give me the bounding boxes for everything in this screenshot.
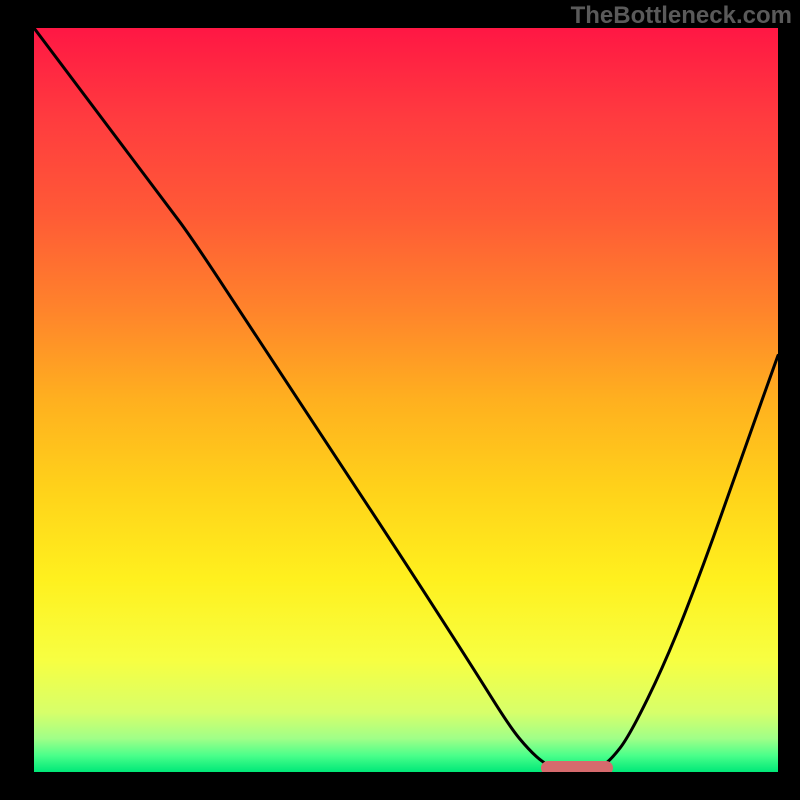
chart-container: { "watermark": { "text": "TheBottleneck.…	[0, 0, 800, 800]
watermark-text: TheBottleneck.com	[571, 2, 792, 30]
bottleneck-curve	[34, 28, 778, 772]
curve-path	[34, 28, 778, 768]
plot-area	[34, 28, 778, 772]
optimal-marker	[541, 761, 613, 772]
